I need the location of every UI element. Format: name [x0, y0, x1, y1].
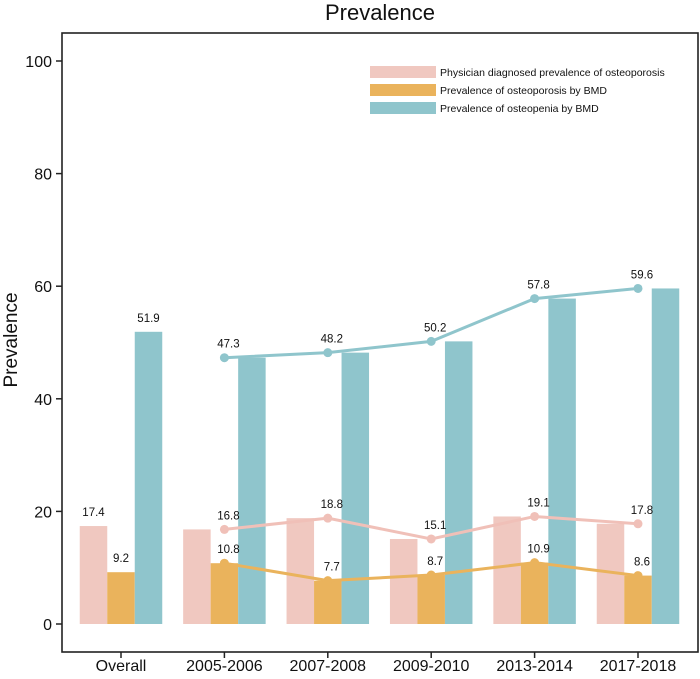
bar-2 [341, 352, 370, 624]
data-label: 10.9 [527, 544, 549, 556]
bar-1 [417, 575, 445, 624]
legend-swatch-2 [370, 102, 436, 114]
trend-point-2 [633, 283, 643, 293]
y-tick-label: 20 [34, 504, 52, 521]
x-tick-label: Overall [96, 658, 147, 674]
trend-point-2 [530, 294, 540, 304]
bar-0 [183, 529, 211, 624]
legend-swatch-1 [370, 84, 436, 96]
chart-title: Prevalence [325, 0, 435, 25]
trend-point-0 [530, 511, 540, 521]
data-label: 17.8 [631, 505, 653, 517]
trend-point-0 [323, 513, 333, 523]
bar-1 [520, 562, 549, 624]
data-label: 51.9 [137, 313, 159, 325]
data-label: 57.8 [527, 280, 549, 292]
data-label: 47.3 [217, 339, 239, 351]
trend-point-1 [633, 571, 643, 581]
bar-2 [134, 331, 163, 624]
bar-1 [314, 580, 342, 624]
legend-label: Physician diagnosed prevalence of osteop… [440, 67, 665, 79]
data-label: 18.8 [321, 499, 343, 511]
trend-point-2 [426, 336, 436, 346]
data-label: 16.8 [217, 510, 239, 522]
data-label: 50.2 [424, 322, 446, 334]
bar-2 [651, 288, 680, 624]
bar-0 [286, 518, 315, 624]
bar-1 [210, 563, 239, 624]
trend-point-0 [219, 524, 229, 534]
data-label: 15.1 [424, 520, 446, 532]
trend-point-0 [633, 519, 643, 529]
bar-0 [79, 526, 108, 624]
plot-frame [61, 32, 699, 653]
legend-label: Prevalence of osteopenia by BMD [440, 103, 599, 115]
legend: Physician diagnosed prevalence of osteop… [370, 66, 665, 115]
x-tick-label: 2007-2008 [290, 658, 367, 674]
trend-point-1 [530, 558, 540, 568]
data-label: 7.7 [324, 562, 340, 574]
y-tick-label: 40 [34, 392, 52, 409]
bar-0 [493, 516, 521, 624]
data-label: 10.8 [217, 544, 239, 556]
trend-point-1 [426, 570, 436, 580]
bar-2 [444, 341, 473, 624]
data-label: 8.7 [427, 556, 443, 568]
x-tick-label: 2009-2010 [393, 658, 470, 674]
data-label: 8.6 [634, 557, 650, 569]
x-tick-label: 2005-2006 [186, 658, 263, 674]
trend-point-0 [426, 534, 436, 544]
data-label: 9.2 [113, 553, 129, 565]
data-label: 48.2 [321, 334, 343, 346]
trend-point-1 [219, 558, 229, 568]
bar-2 [548, 298, 576, 624]
bar-1 [624, 575, 652, 624]
y-axis-label: Prevalence [1, 292, 22, 387]
x-tick-label: 2017-2018 [600, 658, 677, 674]
data-label: 59.6 [631, 269, 653, 281]
y-tick-label: 80 [34, 167, 52, 184]
data-label: 19.1 [527, 497, 549, 509]
trend-point-1 [323, 576, 333, 586]
x-tick-label: 2013-2014 [496, 658, 573, 674]
y-tick-label: 60 [34, 279, 52, 296]
data-label: 17.4 [82, 507, 105, 519]
bar-2 [238, 357, 266, 624]
trend-point-2 [323, 348, 333, 358]
y-tick-label: 100 [25, 54, 52, 71]
bar-0 [389, 538, 418, 624]
legend-label: Prevalence of osteoporosis by BMD [440, 85, 607, 97]
bar-1 [107, 572, 135, 624]
legend-swatch-0 [370, 66, 436, 78]
trend-point-2 [219, 353, 229, 363]
y-tick-label: 0 [43, 617, 52, 634]
